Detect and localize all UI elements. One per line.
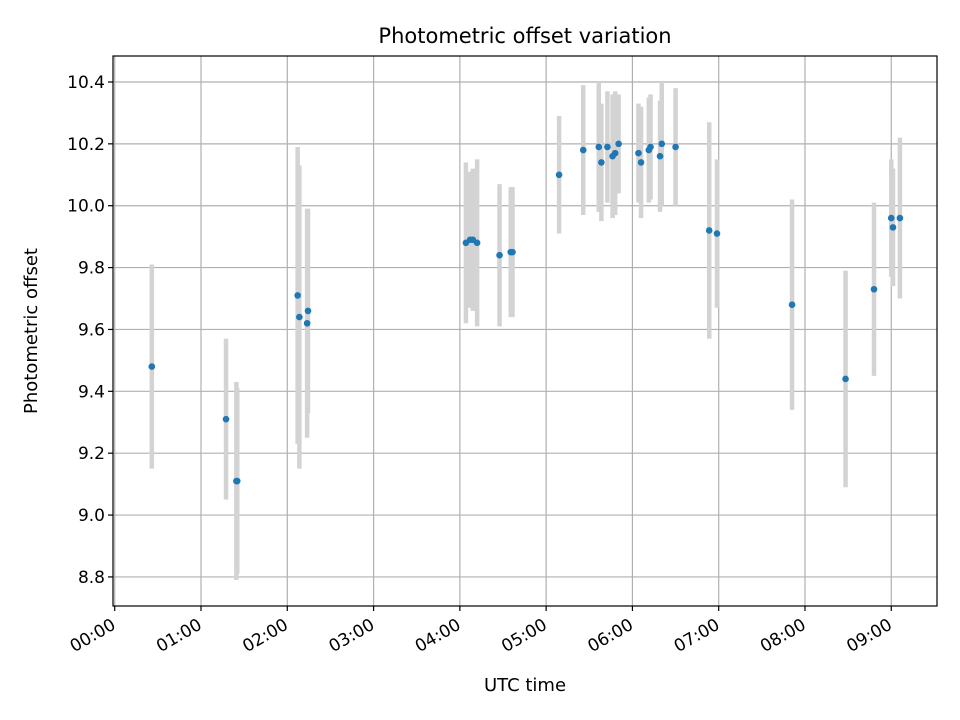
- data-point: [713, 230, 721, 237]
- data-point: [296, 313, 303, 321]
- y-tick-label: 8.8: [78, 568, 105, 588]
- data-point: [294, 292, 301, 299]
- data-point: [604, 143, 611, 151]
- y-tick-label: 9.6: [78, 320, 105, 340]
- data-point: [496, 251, 503, 259]
- data-point: [509, 248, 516, 256]
- y-tick-label: 10.2: [67, 135, 105, 155]
- data-point: [579, 146, 587, 154]
- chart-title: Photometric offset variation: [378, 24, 671, 48]
- data-point: [658, 140, 666, 148]
- data-point: [233, 477, 241, 485]
- y-axis-ticks: 8.8 9.0 9.2 9.4 9.6 9.8 10.0 10.2 10.4: [67, 73, 113, 588]
- data-point: [647, 143, 654, 151]
- data-point: [889, 224, 897, 231]
- data-point: [595, 143, 603, 151]
- data-point: [303, 319, 311, 327]
- data-point: [896, 214, 904, 222]
- plot-area-frame: [112, 55, 938, 607]
- y-tick-label: 9.2: [78, 444, 105, 464]
- data-point: [887, 214, 895, 222]
- data-point: [615, 140, 622, 148]
- data-point: [598, 159, 605, 166]
- y-tick-label: 9.4: [78, 382, 105, 402]
- data-point: [148, 363, 156, 370]
- data-point: [304, 307, 312, 315]
- y-tick-label: 10.4: [67, 73, 105, 93]
- y-tick-label: 10.0: [67, 197, 105, 217]
- data-point: [635, 149, 642, 157]
- data-point: [788, 301, 796, 309]
- data-point: [842, 375, 849, 383]
- data-point: [473, 239, 481, 247]
- data-point: [637, 159, 645, 166]
- data-point: [656, 152, 664, 160]
- data-point: [555, 171, 563, 179]
- data-point: [705, 227, 713, 234]
- data-point: [222, 415, 230, 423]
- grid-lines: [113, 56, 937, 606]
- y-tick-label: 9.8: [78, 259, 105, 279]
- data-point: [870, 285, 878, 293]
- y-tick-label: 9.0: [78, 506, 105, 526]
- data-point: [611, 149, 619, 157]
- data-point: [672, 143, 679, 151]
- x-axis-label: UTC time: [484, 675, 566, 696]
- y-axis-label: Photometric offset: [21, 248, 42, 414]
- data-points: [148, 140, 904, 485]
